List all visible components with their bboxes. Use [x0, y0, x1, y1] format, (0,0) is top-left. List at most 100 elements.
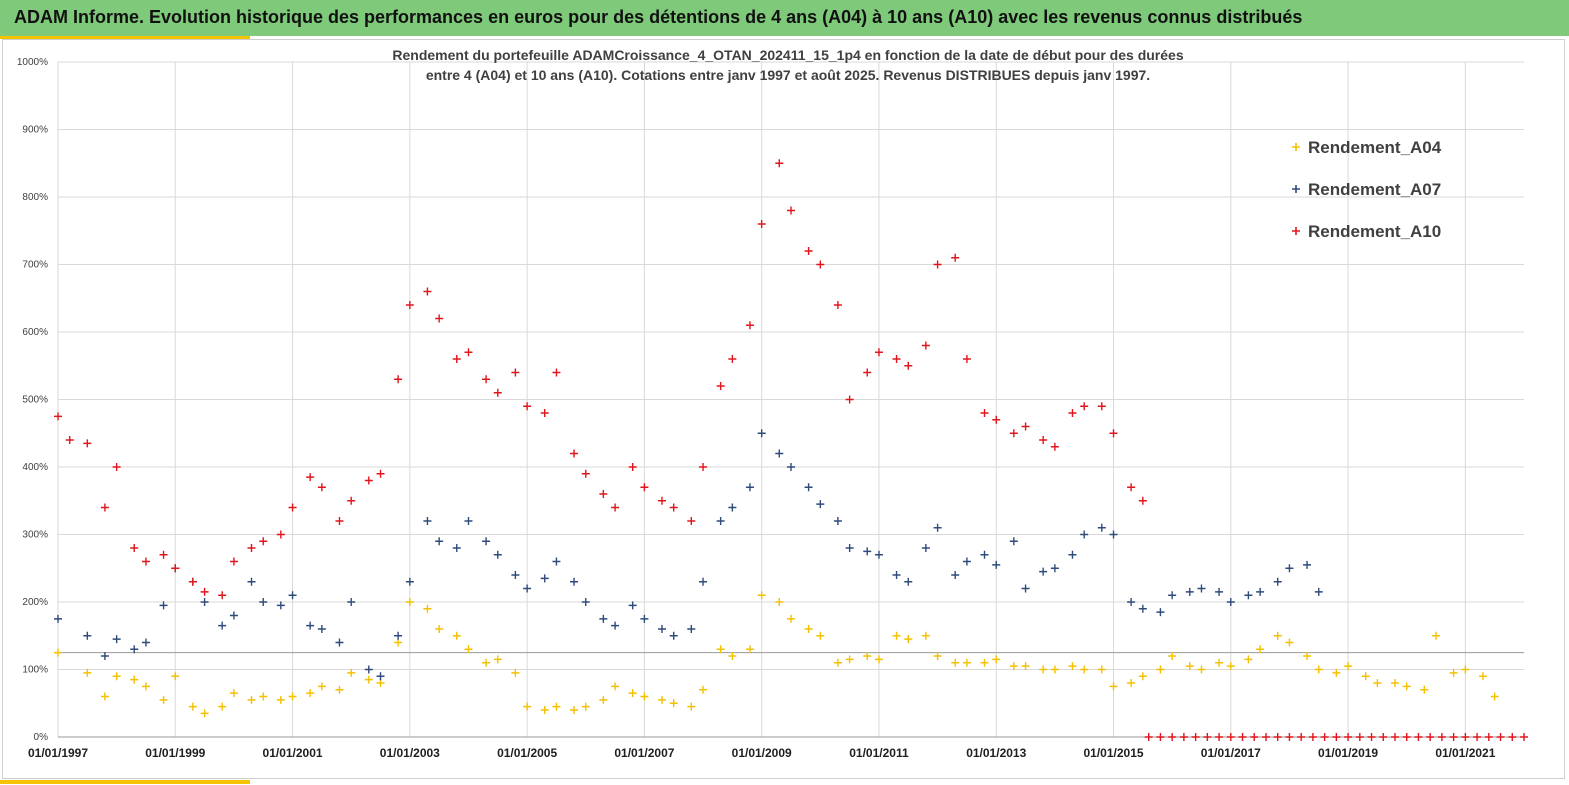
rendement-a04-point	[347, 668, 356, 677]
rendement-a07-point	[892, 571, 901, 579]
rendement-a07-point	[581, 598, 590, 606]
x-tick-label: 01/01/1999	[145, 746, 205, 760]
rendement-a07-point	[1068, 550, 1077, 559]
legend-item-rendement-a07: Rendement_A07	[1292, 180, 1441, 199]
rendement-a10-point	[100, 503, 109, 512]
rendement-a04-point	[1215, 658, 1224, 667]
rendement-a07-point	[435, 537, 444, 546]
rendement-a04-point	[1344, 662, 1353, 671]
baseline-point	[1437, 733, 1446, 741]
rendement-a10-point	[933, 260, 942, 269]
legend-item-rendement-a10: Rendement_A10	[1292, 222, 1441, 241]
rendement-a07-point	[394, 631, 403, 640]
rendement-a10-point	[845, 395, 854, 404]
baseline-point	[1168, 733, 1177, 741]
y-tick-label: 300%	[22, 530, 48, 541]
rendement-a10-point	[1009, 429, 1018, 438]
rendement-a10-point	[628, 463, 637, 471]
rendement-a04-point	[687, 702, 696, 711]
rendement-a07-point	[364, 665, 373, 674]
rendement-a07-point	[229, 611, 238, 620]
rendement-a07-point	[1039, 567, 1048, 576]
legend: Rendement_A04 Rendement_A07 Rendement_A10	[1292, 138, 1442, 241]
rendement-a07-point	[992, 560, 1001, 569]
rendement-a04-point	[1303, 652, 1312, 660]
rendement-a10-point	[200, 587, 209, 596]
y-tick-label: 400%	[22, 462, 48, 473]
rendement-a10-point	[599, 490, 608, 498]
baseline-point	[1308, 733, 1317, 741]
x-tick-label: 01/01/2003	[380, 746, 440, 760]
y-tick-label: 500%	[22, 395, 48, 406]
baseline-point	[1285, 733, 1294, 741]
rendement-a07-point	[699, 577, 708, 586]
baseline-point	[1390, 733, 1399, 741]
rendement-a10-point	[669, 503, 678, 512]
rendement-a07-point	[1244, 591, 1253, 600]
x-tick-label: 01/01/2021	[1435, 746, 1495, 760]
rendement-a04-point	[904, 635, 913, 644]
accent-bar-top	[0, 36, 250, 39]
rendement-a07-point	[1050, 564, 1059, 573]
rendement-a10-point	[1138, 496, 1147, 505]
rendement-a04-point	[552, 702, 561, 711]
rendement-a10-point	[523, 402, 532, 411]
rendement-a10-point	[511, 368, 520, 377]
rendement-a10-point	[423, 287, 432, 296]
rendement-a07-point	[962, 557, 971, 566]
rendement-a04-point	[493, 655, 502, 664]
baseline-point	[1273, 733, 1282, 741]
rendement-a10-point	[247, 544, 256, 552]
rendement-a04-point	[1244, 655, 1253, 664]
rendement-a10-point	[276, 530, 285, 539]
rendement-a10-point	[552, 368, 561, 377]
rendement-a04-point	[229, 689, 238, 698]
rendement-a04-point	[874, 655, 883, 664]
rendement-a07-point	[247, 577, 256, 586]
y-tick-label: 100%	[22, 665, 48, 676]
baseline-point	[1144, 733, 1153, 741]
rendement-a10-point	[816, 260, 825, 269]
rendement-a04-point	[452, 631, 461, 640]
rendement-a10-point	[83, 439, 92, 448]
rendement-a10-point	[130, 544, 139, 552]
rendement-a10-point	[699, 463, 708, 471]
rendement-a10-point	[757, 220, 766, 228]
rendement-a04-point	[1449, 668, 1458, 677]
rendement-a07-point	[921, 544, 930, 552]
baseline-point	[1250, 733, 1259, 741]
rendement-a04-point	[628, 689, 637, 698]
baseline-point	[1379, 733, 1388, 741]
rendement-a07-point	[288, 591, 297, 600]
rendement-a07-point	[1197, 584, 1206, 593]
rendement-a10-point	[787, 206, 795, 215]
rendement-a07-point	[1009, 537, 1018, 546]
rendement-a04-point	[1478, 672, 1487, 681]
rendement-a07-point	[259, 598, 268, 606]
rendement-a07-point	[1109, 530, 1118, 539]
legend-marker	[1292, 227, 1300, 235]
rendement-a07-point	[1127, 598, 1136, 606]
rendement-a04-point	[1185, 662, 1194, 671]
rendement-a04-point	[1490, 692, 1499, 701]
x-tick-label: 01/01/1997	[28, 746, 88, 760]
rendement-a07-point	[775, 449, 784, 458]
rendement-a04-point	[657, 695, 666, 704]
rendement-a07-point	[1168, 591, 1177, 600]
rendement-a04-point	[581, 702, 590, 711]
rendement-a10-point	[65, 436, 74, 444]
rendement-a04-point	[933, 652, 942, 660]
rendement-a10-point	[141, 557, 150, 566]
rendement-a10-point	[1039, 436, 1048, 444]
rendement-a04-point	[699, 685, 708, 694]
rendement-a07-point	[493, 550, 502, 559]
rendement-a04-point	[845, 655, 854, 664]
rendement-a10-point	[306, 473, 315, 482]
y-tick-label: 900%	[22, 125, 48, 136]
rendement-a10-point	[611, 503, 620, 512]
rendement-a10-point	[1050, 442, 1059, 451]
rendement-a10-point	[1127, 483, 1136, 492]
baseline-point	[1156, 733, 1165, 741]
rendement-a04-point	[376, 679, 385, 687]
rendement-a07-point	[599, 614, 608, 623]
